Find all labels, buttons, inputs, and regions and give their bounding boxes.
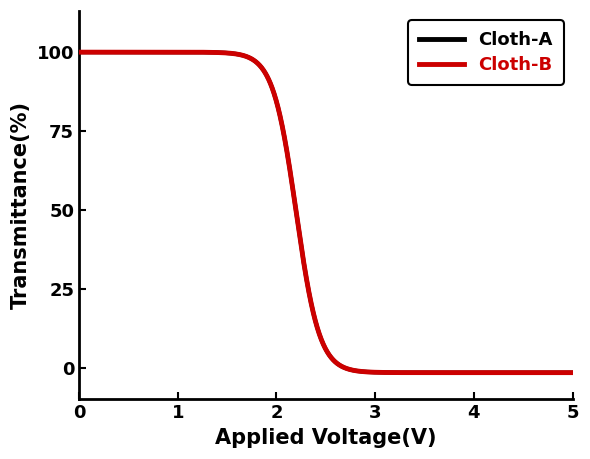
X-axis label: Applied Voltage(V): Applied Voltage(V) <box>215 428 437 448</box>
Y-axis label: Transmittance(%): Transmittance(%) <box>11 101 31 309</box>
Cloth-A <box>464 370 471 375</box>
Cloth-B <box>303 273 310 279</box>
Cloth-A <box>555 370 562 375</box>
Cloth-A <box>316 330 323 336</box>
Cloth-B <box>555 370 562 375</box>
Cloth-B <box>316 330 323 336</box>
Cloth-A <box>555 370 562 375</box>
Cloth-A <box>569 370 576 375</box>
Cloth-B <box>101 50 108 55</box>
Line: Cloth-A: Cloth-A <box>79 52 573 373</box>
Line: Cloth-B: Cloth-B <box>79 52 573 373</box>
Cloth-B <box>569 370 576 375</box>
Cloth-B <box>464 370 471 375</box>
Cloth-B <box>76 50 83 55</box>
Cloth-A <box>76 50 83 55</box>
Cloth-A <box>101 50 108 55</box>
Legend: Cloth-A, Cloth-B: Cloth-A, Cloth-B <box>408 20 563 85</box>
Cloth-B <box>555 370 562 375</box>
Cloth-A <box>303 273 310 279</box>
